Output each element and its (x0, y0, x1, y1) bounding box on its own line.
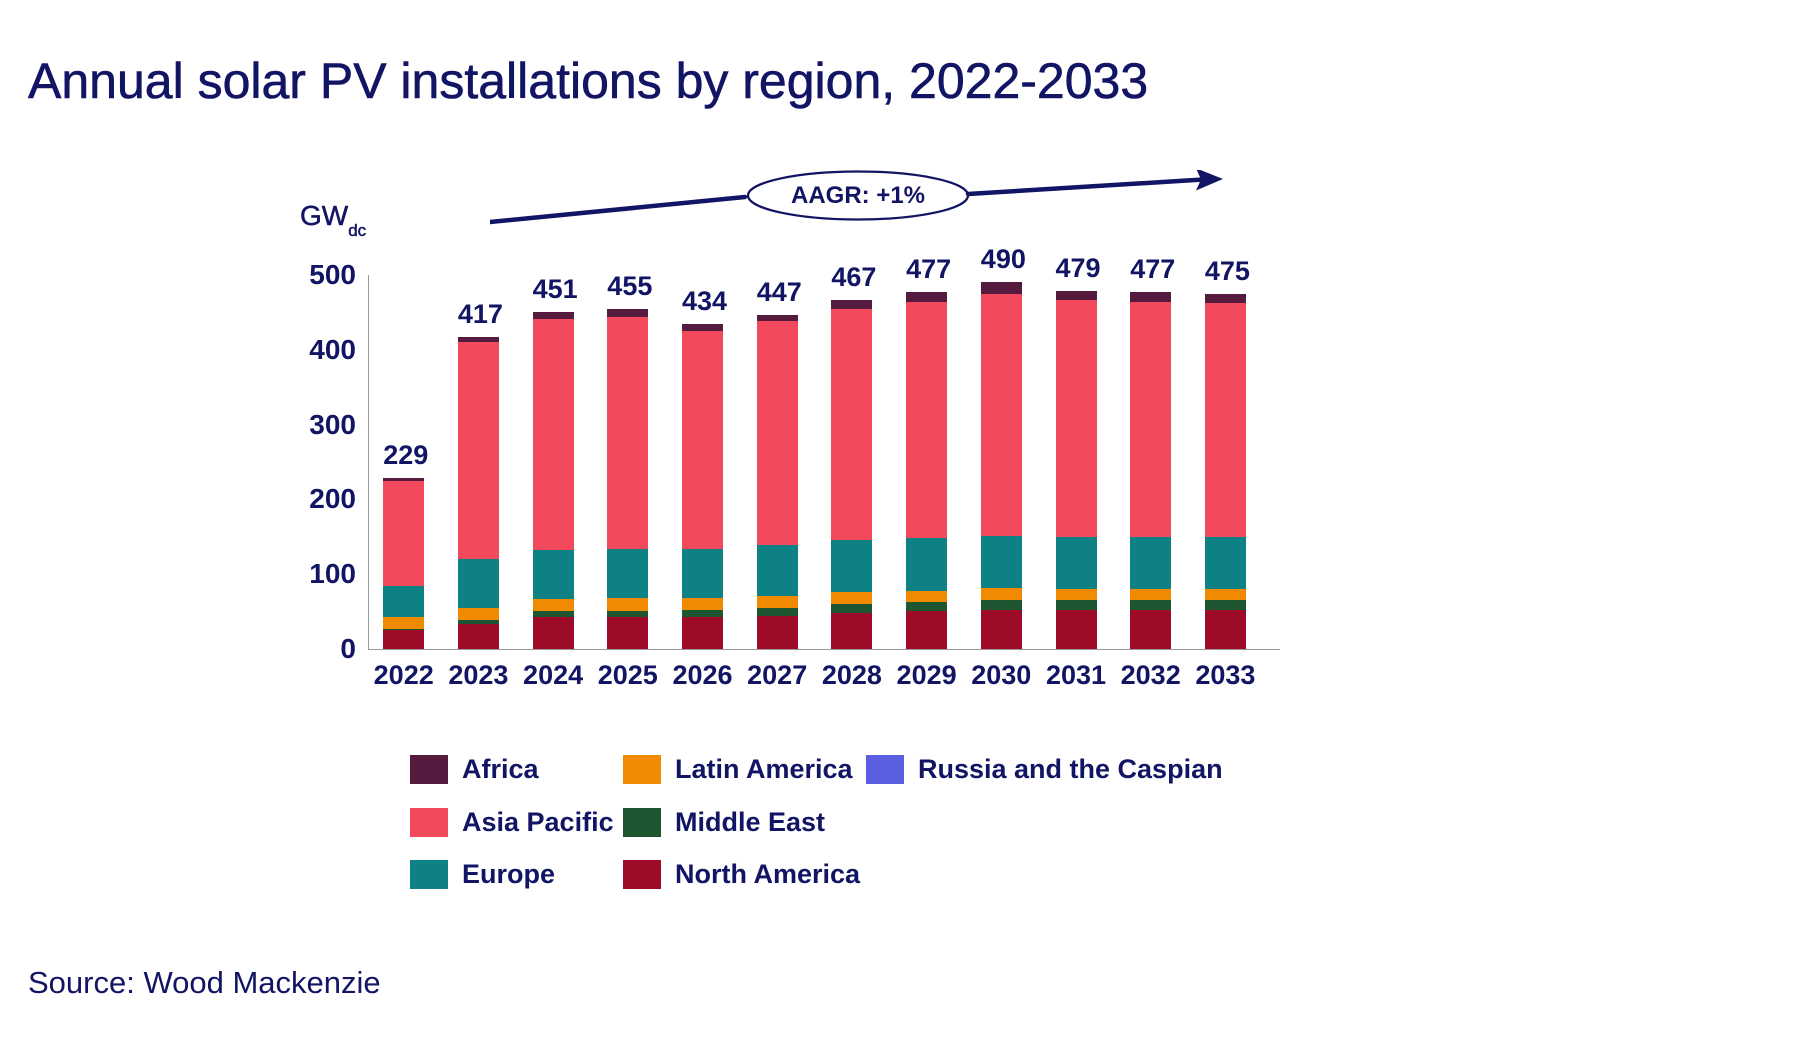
svg-text:AAGR: +1%: AAGR: +1% (791, 182, 925, 209)
